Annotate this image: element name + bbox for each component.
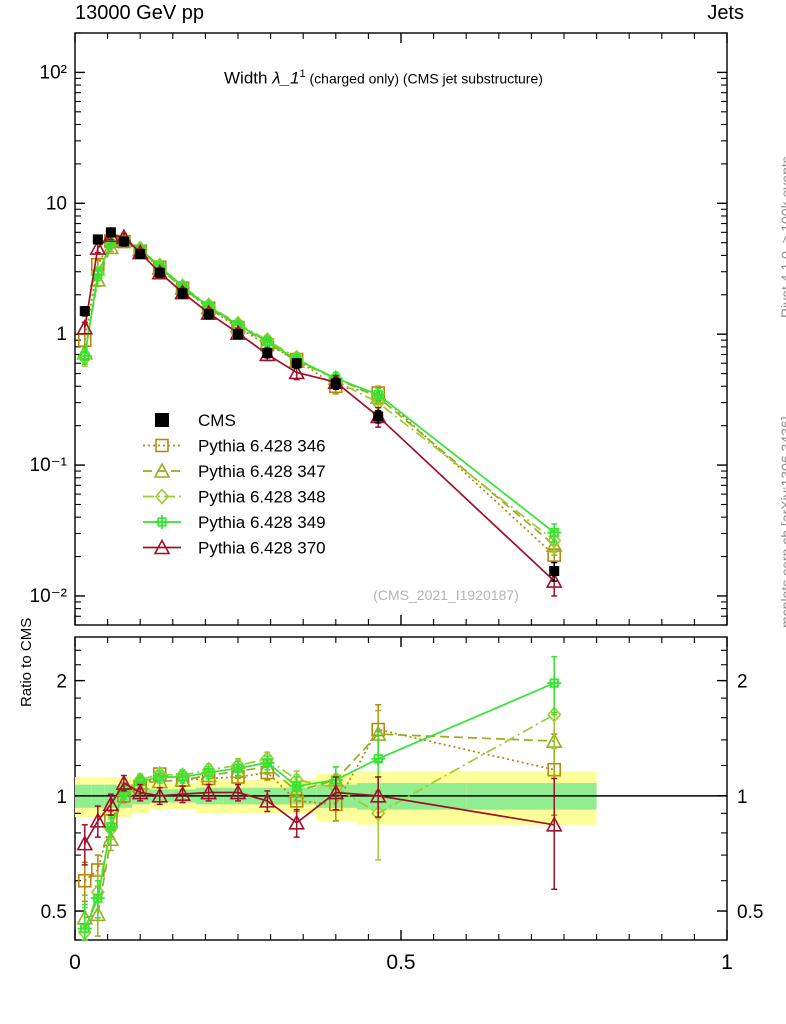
- data-point-marker: [102, 830, 120, 847]
- ratio-y-tick-label-right: 0.5: [737, 902, 763, 923]
- data-point-marker: [259, 792, 276, 808]
- data-point-marker: [262, 347, 273, 358]
- main-y-tick-label: 1: [56, 324, 67, 345]
- plot-watermark: (CMS_2021_I1920187): [373, 587, 519, 603]
- data-point-marker: [547, 706, 562, 723]
- data-point-marker: [154, 267, 165, 278]
- legend-label-2: Pythia 6.428 347: [198, 462, 326, 481]
- data-point-marker: [373, 411, 384, 422]
- main-y-tick-label: 10: [46, 193, 67, 214]
- data-point-marker: [200, 783, 217, 800]
- plot-title-symbol: λ_1: [272, 68, 300, 88]
- data-point-marker: [547, 532, 562, 549]
- data-point-marker: [89, 812, 107, 828]
- data-point-marker: [153, 538, 171, 555]
- legend-label-0: CMS: [198, 411, 236, 430]
- data-point-marker: [131, 783, 149, 800]
- data-point-marker: [288, 363, 306, 380]
- legend-label-5: Pythia 6.428 370: [198, 539, 326, 558]
- data-point-marker: [135, 248, 146, 259]
- ratio-y-tick-label: 2: [56, 672, 67, 693]
- data-point-marker: [155, 413, 169, 427]
- ratio-series-line: [84, 733, 555, 919]
- legend-label-4: Pythia 6.428 349: [198, 513, 326, 532]
- header-energy: 13000 GeV pp: [75, 2, 204, 24]
- data-point-marker: [203, 309, 214, 320]
- data-point-marker: [79, 306, 90, 317]
- data-point-marker: [76, 834, 94, 851]
- data-point-marker: [153, 462, 171, 478]
- data-point-marker: [89, 271, 107, 287]
- data-point-marker: [115, 774, 133, 790]
- legend-label-1: Pythia 6.428 346: [198, 437, 326, 456]
- header-category: Jets: [707, 2, 744, 24]
- ratio-y-tick-label-right: 1: [737, 787, 748, 808]
- main-series-line: [83, 240, 555, 556]
- plot-title: Width λ_11 (charged only) (CMS jet subst…: [224, 68, 543, 89]
- main-y-tick-label: 10⁻²: [30, 586, 68, 607]
- data-point-marker: [89, 905, 107, 922]
- data-point-marker: [229, 783, 247, 800]
- main-plot-frame: [74, 32, 728, 626]
- main-y-tick-label: 10²: [40, 62, 67, 83]
- data-point-marker: [288, 814, 306, 830]
- data-point-marker: [174, 785, 191, 801]
- data-point-marker: [545, 572, 563, 588]
- ratio-y-tick-label-right: 2: [737, 672, 748, 693]
- x-tick-label: 0: [69, 951, 81, 974]
- data-point-marker: [233, 329, 243, 340]
- data-point-marker: [291, 358, 302, 369]
- plot-title-rest: (charged only) (CMS jet substructure): [305, 70, 543, 87]
- data-point-marker: [77, 873, 92, 888]
- data-point-marker: [89, 239, 107, 255]
- data-point-marker: [545, 816, 563, 832]
- x-tick-label: 1: [721, 951, 733, 974]
- data-point-marker: [154, 488, 170, 505]
- ratio-series-line: [83, 682, 555, 929]
- data-point-marker: [155, 438, 169, 453]
- data-point-marker: [327, 783, 345, 800]
- data-point-marker: [177, 288, 188, 299]
- plot-title-superscript: 1: [299, 68, 306, 80]
- data-point-marker: [151, 787, 169, 803]
- main-y-tick-label: 10⁻¹: [30, 455, 68, 476]
- data-point-marker: [102, 795, 120, 812]
- data-point-marker: [92, 234, 103, 245]
- data-point-marker: [549, 566, 560, 577]
- data-point-marker: [371, 805, 386, 822]
- data-point-marker: [330, 378, 341, 389]
- x-tick-label: 0.5: [386, 951, 415, 974]
- data-point-marker: [118, 236, 129, 247]
- data-point-marker: [105, 227, 116, 238]
- legend-label-3: Pythia 6.428 348: [198, 488, 326, 507]
- ratio-y-tick-label: 1: [56, 787, 67, 808]
- plot-title-main: Width: [224, 68, 268, 88]
- data-point-marker: [76, 319, 94, 335]
- data-point-marker: [369, 787, 387, 803]
- ratio-y-tick-label: 0.5: [41, 902, 67, 923]
